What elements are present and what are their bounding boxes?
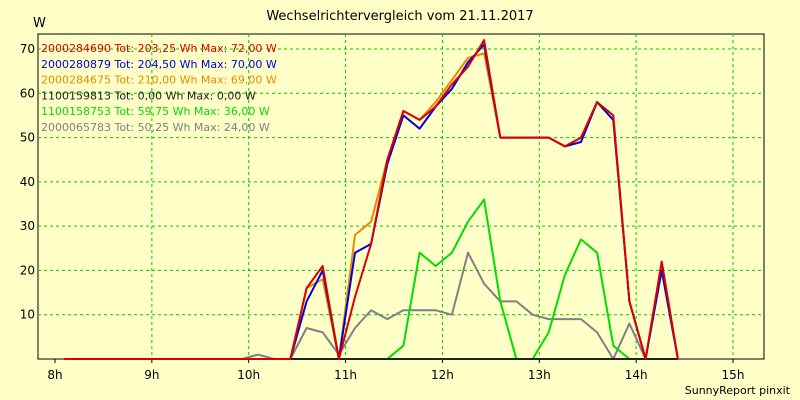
- series-line: [64, 198, 678, 360]
- y-tick-label: 50: [20, 131, 35, 145]
- x-tick-label: 15h: [722, 368, 745, 382]
- legend-entry: 2000280879 Tot: 204,50 Wh Max: 70,00 W: [41, 58, 277, 71]
- x-tick-label: 12h: [431, 368, 454, 382]
- x-tick-label: 13h: [528, 368, 551, 382]
- chart-title: Wechselrichtervergleich vom 21.11.2017: [266, 9, 534, 24]
- y-tick-label: 30: [20, 219, 35, 233]
- legend-entry: 2000065783 Tot: 50,25 Wh Max: 24,00 W: [41, 121, 270, 134]
- legend-entry: 2000284690 Tot: 203,25 Wh Max: 72,00 W: [41, 42, 277, 55]
- y-tick-label: 40: [20, 175, 35, 189]
- x-tick-label: 14h: [625, 368, 648, 382]
- x-tick-label: 8h: [47, 368, 62, 382]
- series-line: [64, 39, 679, 360]
- y-axis-unit: W: [33, 16, 46, 31]
- x-tick-label: 11h: [334, 368, 357, 382]
- legend-entry: 2000284675 Tot: 210,00 Wh Max: 69,00 W: [41, 74, 277, 87]
- legend-entry: 1100158753 Tot: 59,75 Wh Max: 36,00 W: [41, 105, 270, 118]
- y-tick-label: 10: [20, 308, 35, 322]
- x-tick-label: 10h: [237, 368, 260, 382]
- credit-label: SunnyReport pinxit: [684, 384, 790, 397]
- y-tick-label: 20: [20, 263, 35, 277]
- series-line: [64, 251, 678, 360]
- legend-entry: 1100159813 Tot: 0,00 Wh Max: 0,00 W: [41, 89, 256, 102]
- y-tick-label: 60: [20, 86, 35, 100]
- x-tick-label: 9h: [144, 368, 159, 382]
- y-tick-label: 70: [20, 42, 35, 56]
